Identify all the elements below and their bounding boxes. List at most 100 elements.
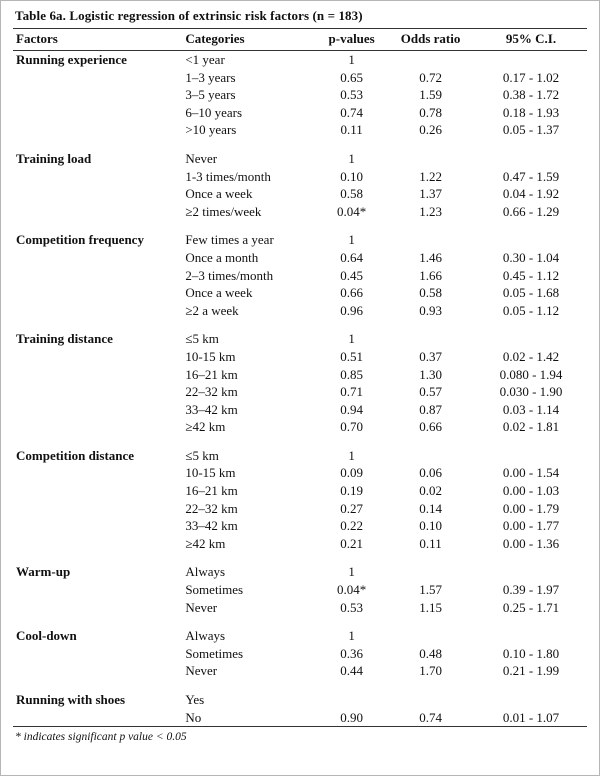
table-row: Cool-down Always 1 xyxy=(13,616,587,645)
odds-ratio-cell: 0.48 xyxy=(419,645,442,661)
category-cell: Sometimes xyxy=(185,645,244,661)
table-row: Never 0.44 1.70 0.21 - 1.99 xyxy=(13,662,587,680)
table-row: 1-3 times/month 0.10 1.22 0.47 - 1.59 xyxy=(13,168,587,186)
factor-cell xyxy=(13,482,182,500)
odds-ratio-cell: 1.37 xyxy=(419,186,442,202)
ci-cell: 0.25 - 1.71 xyxy=(502,599,560,615)
table-row: Once a week 0.66 0.58 0.05 - 1.68 xyxy=(13,284,587,302)
factor-cell xyxy=(13,599,182,617)
column-header-ci: 95% C.I. xyxy=(475,28,587,51)
factor-cell xyxy=(13,709,182,727)
ci-cell xyxy=(475,436,587,465)
p-value-cell: 0.51 xyxy=(340,348,364,364)
odds-ratio-cell: 1.22 xyxy=(419,168,442,184)
table-row: Never 0.53 1.15 0.25 - 1.71 xyxy=(13,599,587,617)
category-cell: 16–21 km xyxy=(185,483,238,499)
ci-cell: 0.01 - 1.07 xyxy=(502,709,560,725)
table-row: ≥2 times/week 0.04* 1.23 0.66 - 1.29 xyxy=(13,203,587,221)
table-row: Running experience <1 year 1 xyxy=(13,51,587,69)
ci-cell: 0.38 - 1.72 xyxy=(502,87,560,103)
table-row: Sometimes 0.36 0.48 0.10 - 1.80 xyxy=(13,645,587,663)
factor-cell xyxy=(13,517,182,535)
odds-ratio-cell: 0.66 xyxy=(419,419,442,435)
odds-ratio-cell: 1.70 xyxy=(419,663,442,679)
category-cell: >10 years xyxy=(185,122,237,138)
table-row: Running with shoes Yes xyxy=(13,680,587,709)
category-cell: Once a week xyxy=(185,186,253,202)
table-row: Competition frequency Few times a year 1 xyxy=(13,220,587,249)
column-header-odds-ratio: Odds ratio xyxy=(386,28,476,51)
odds-ratio-cell xyxy=(386,51,475,69)
table-row: No 0.90 0.74 0.01 - 1.07 xyxy=(13,709,587,727)
factor-cell xyxy=(13,383,182,401)
ci-cell: 0.02 - 1.81 xyxy=(502,419,560,435)
table-row: 3–5 years 0.53 1.59 0.38 - 1.72 xyxy=(13,86,587,104)
column-header-factors: Factors xyxy=(13,28,183,51)
p-value-cell: 1 xyxy=(348,447,355,463)
odds-ratio-cell: 0.72 xyxy=(419,69,442,85)
odds-ratio-cell: 0.93 xyxy=(419,302,442,318)
ci-cell: 0.17 - 1.02 xyxy=(502,69,560,85)
p-value-cell: 0.04* xyxy=(337,203,367,219)
p-value-cell: 0.64 xyxy=(340,249,364,265)
table-row: >10 years 0.11 0.26 0.05 - 1.37 xyxy=(13,121,587,139)
category-cell: ≥42 km xyxy=(185,535,226,551)
category-cell: 2–3 times/month xyxy=(185,267,274,283)
ci-cell xyxy=(475,680,587,709)
p-value-cell: 0.19 xyxy=(340,483,364,499)
category-cell: ≤5 km xyxy=(185,447,219,463)
column-header-categories: Categories xyxy=(182,28,318,51)
odds-ratio-cell: 0.58 xyxy=(419,285,442,301)
p-value-cell: 0.10 xyxy=(340,168,364,184)
ci-cell xyxy=(475,319,587,348)
table-row: 10-15 km 0.51 0.37 0.02 - 1.42 xyxy=(13,348,587,366)
p-value-cell: 1 xyxy=(348,564,355,580)
odds-ratio-cell xyxy=(386,220,475,249)
category-cell: 6–10 years xyxy=(185,104,243,120)
p-value-cell: 0.36 xyxy=(340,645,364,661)
category-cell: ≥2 times/week xyxy=(185,203,262,219)
ci-cell: 0.05 - 1.37 xyxy=(502,122,560,138)
odds-ratio-cell: 0.06 xyxy=(419,465,442,481)
odds-ratio-cell: 0.87 xyxy=(419,401,442,417)
table-row: 2–3 times/month 0.45 1.66 0.45 - 1.12 xyxy=(13,267,587,285)
ci-cell: 0.05 - 1.12 xyxy=(502,302,560,318)
factor-cell xyxy=(13,104,182,122)
odds-ratio-cell xyxy=(386,436,475,465)
factor-cell xyxy=(13,267,182,285)
ci-cell: 0.47 - 1.59 xyxy=(502,168,560,184)
table-row: 33–42 km 0.22 0.10 0.00 - 1.77 xyxy=(13,517,587,535)
p-value-cell: 0.96 xyxy=(340,302,364,318)
p-value-cell: 0.09 xyxy=(340,465,364,481)
factor-cell xyxy=(13,302,182,320)
category-cell: 3–5 years xyxy=(185,87,236,103)
category-cell: Once a week xyxy=(185,285,253,301)
category-cell: ≥42 km xyxy=(185,419,226,435)
factor-cell: Warm-up xyxy=(16,564,71,580)
factor-cell xyxy=(13,121,182,139)
odds-ratio-cell xyxy=(386,552,475,581)
odds-ratio-cell: 1.66 xyxy=(419,267,442,283)
odds-ratio-cell: 0.10 xyxy=(419,518,442,534)
category-cell: 10-15 km xyxy=(185,348,236,364)
table-title: Table 6a. Logistic regression of extrins… xyxy=(15,8,363,23)
p-value-cell: 0.85 xyxy=(340,366,364,382)
category-cell: Never xyxy=(185,599,218,615)
ci-cell: 0.10 - 1.80 xyxy=(502,645,560,661)
table-row: Sometimes 0.04* 1.57 0.39 - 1.97 xyxy=(13,581,587,599)
ci-cell: 0.66 - 1.29 xyxy=(502,203,560,219)
p-value-cell: 0.21 xyxy=(340,535,364,551)
ci-cell xyxy=(475,139,587,168)
ci-cell: 0.45 - 1.12 xyxy=(502,267,560,283)
odds-ratio-cell: 0.14 xyxy=(419,500,442,516)
factor-cell: Cool-down xyxy=(16,628,77,644)
logistic-regression-table: Factors Categories p-values Odds ratio 9… xyxy=(13,28,587,728)
factor-cell xyxy=(13,185,182,203)
factor-cell xyxy=(13,401,182,419)
category-cell: Once a month xyxy=(185,249,259,265)
table-row: Training load Never 1 xyxy=(13,139,587,168)
p-value-cell: 0.70 xyxy=(340,419,364,435)
p-value-cell: 0.22 xyxy=(340,518,364,534)
category-cell: 16–21 km xyxy=(185,366,238,382)
